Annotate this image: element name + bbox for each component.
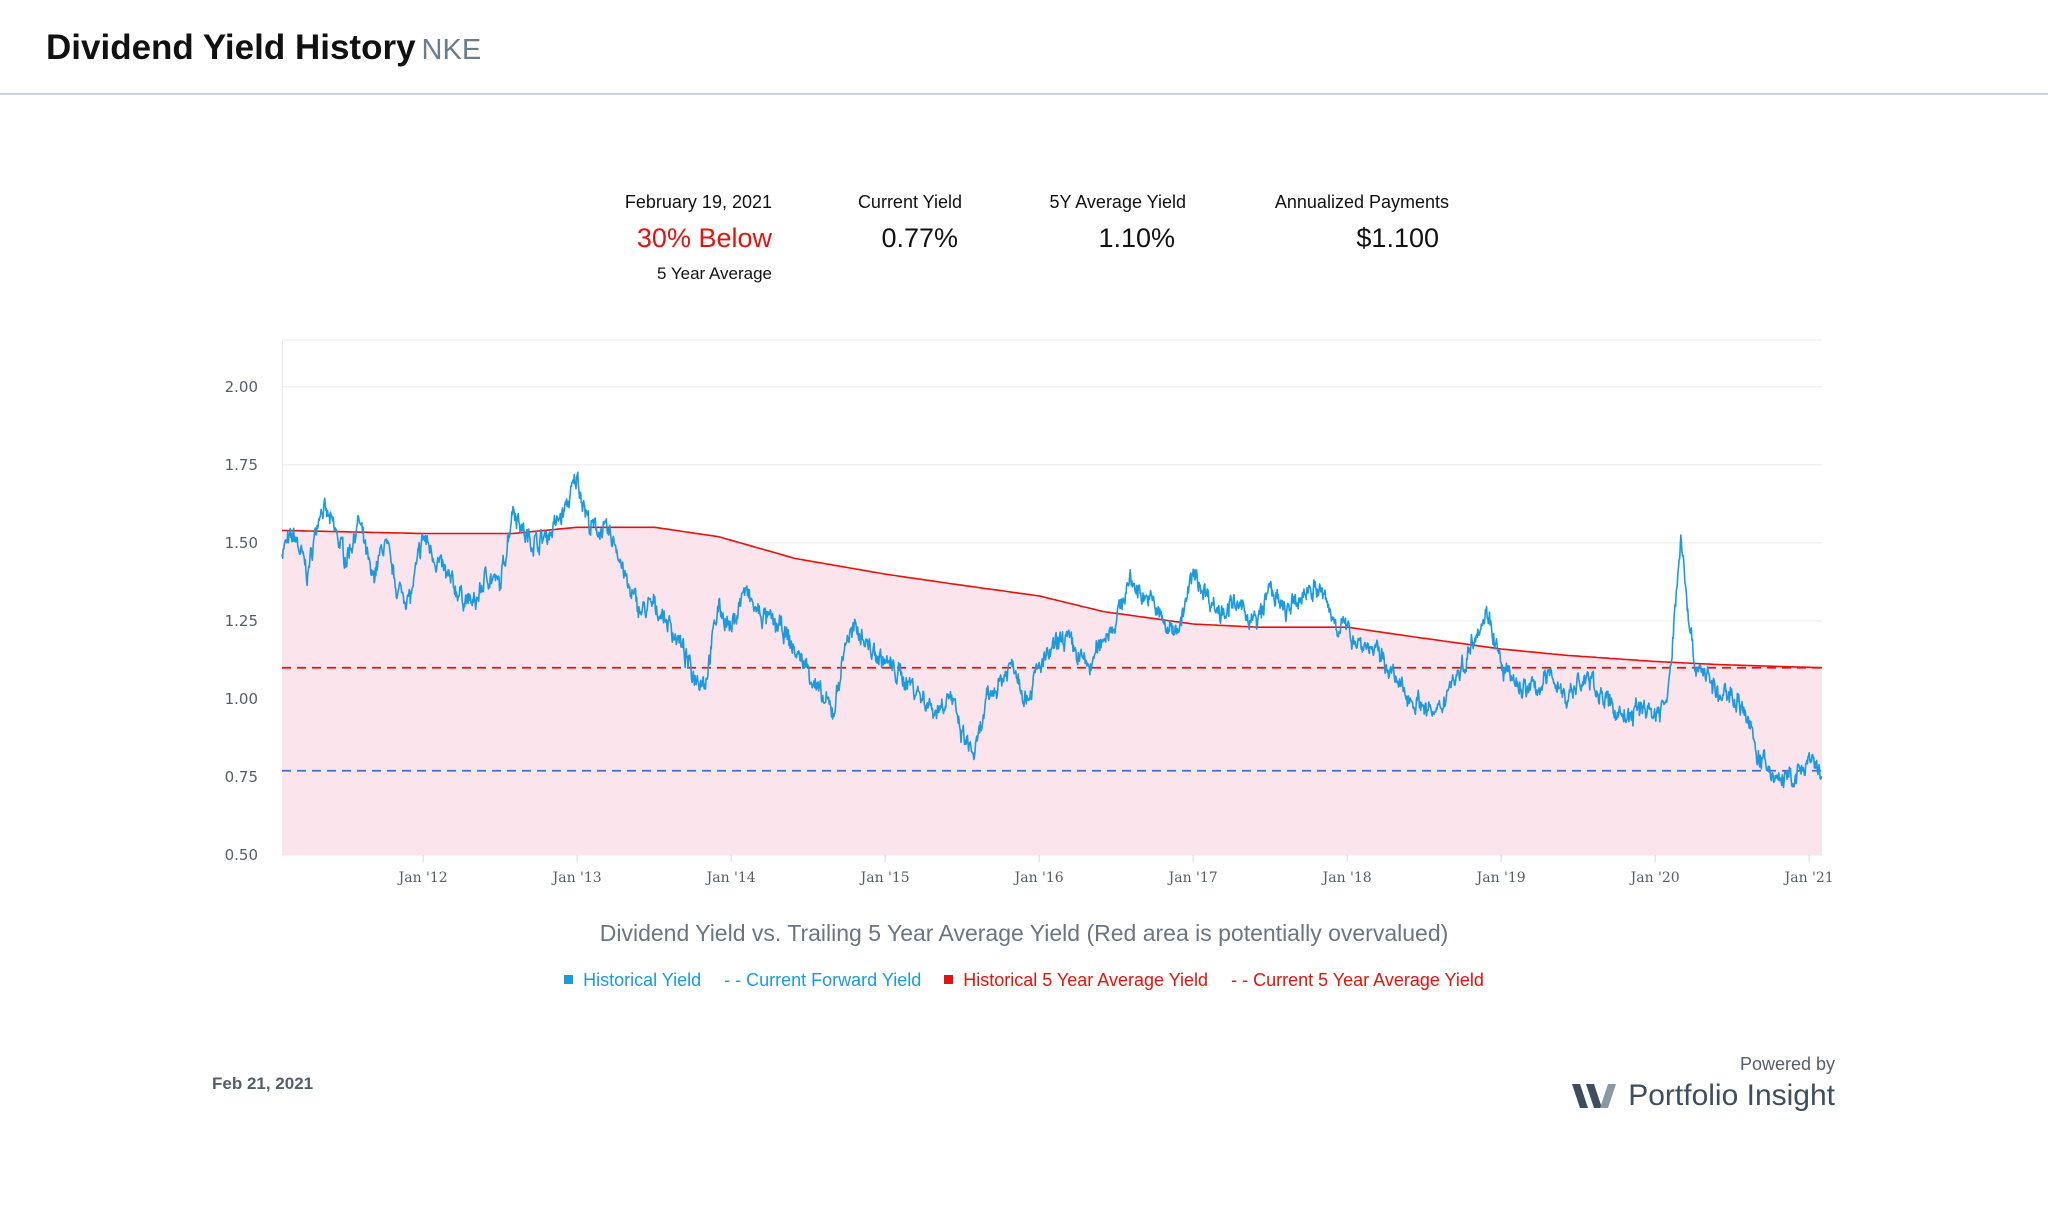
x-tick-label: Jan '15: [859, 870, 910, 886]
x-tick-label: Jan '17: [1167, 870, 1218, 886]
chart-legend: Historical Yield - - Current Forward Yie…: [0, 970, 2048, 991]
yield-chart: 0.500.751.001.251.501.752.00 Jan '12 Jan …: [225, 339, 1834, 886]
y-tick-label: 1.50: [225, 534, 258, 552]
x-tick-label: Jan '21: [1783, 870, 1834, 886]
legend-marker-historical-average: [944, 975, 954, 984]
brand-name: Portfolio Insight: [1628, 1079, 1835, 1112]
stat-current-yield-value: 0.77%: [881, 223, 958, 253]
y-tick-label: 0.75: [225, 768, 258, 786]
historical-yield-line: [281, 471, 1823, 789]
y-tick-label: 2.00: [225, 378, 258, 396]
y-tick-label: 1.25: [225, 612, 258, 630]
legend-item-historical-yield[interactable]: Historical Yield: [564, 970, 701, 991]
ticker-symbol: NKE: [421, 34, 482, 66]
page-title: Dividend Yield History NKE: [46, 28, 481, 68]
stat-payments-value: $1.100: [1356, 223, 1439, 253]
footer-date: Feb 21, 2021: [212, 1074, 314, 1093]
stat-valuation-value: 30% Below: [636, 223, 772, 253]
x-tick-label: Jan '12: [397, 870, 448, 886]
legend-label-historical-average: Historical 5 Year Average Yield: [963, 970, 1209, 990]
historical-average-yield-line: [281, 526, 1823, 669]
x-tick-label: Jan '20: [1629, 870, 1680, 886]
portfolio-insight-logo-icon: [1572, 1084, 1617, 1108]
y-axis-labels: 0.50 0.75 1.00 1.25 1.50 1.75 2.00: [225, 378, 258, 864]
legend-item-current-forward-yield[interactable]: - - Current Forward Yield: [724, 970, 921, 991]
y-tick-label: 1.00: [225, 690, 258, 708]
powered-by-label: Powered by: [1739, 1054, 1835, 1074]
x-tick-label: Jan '16: [1013, 870, 1064, 886]
legend-label-historical-yield: Historical Yield: [583, 970, 702, 990]
stat-current-yield: Current Yield 0.77%: [858, 192, 962, 254]
stat-average-yield-label: 5Y Average Yield: [1049, 192, 1186, 212]
stat-current-yield-label: Current Yield: [857, 192, 962, 212]
legend-label-current-average: - - Current 5 Year Average Yield: [1231, 970, 1484, 990]
legend-marker-historical-yield: [564, 975, 574, 984]
chart-caption: Dividend Yield vs. Trailing 5 Year Avera…: [599, 920, 1449, 946]
x-axis-labels: Jan '12 Jan '13 Jan '14 Jan '15 Jan '16 Jan '…: [397, 870, 1834, 886]
legend-label-current-forward-yield: - - Current Forward Yield: [724, 970, 922, 990]
x-tick-label: Jan '18: [1321, 870, 1372, 886]
page-header: Dividend Yield History NKE: [0, 0, 2048, 95]
stat-average-yield: 5Y Average Yield 1.10%: [1050, 192, 1186, 254]
legend-item-historical-average[interactable]: Historical 5 Year Average Yield: [944, 970, 1208, 991]
overvalued-area: [282, 527, 1822, 855]
stat-payments-label: Annualized Payments: [1274, 192, 1449, 212]
stat-annualized-payments: Annualized Payments $1.100: [1275, 192, 1449, 254]
stat-average-yield-value: 1.10%: [1098, 223, 1175, 253]
series-layer: [281, 471, 1823, 855]
title-text: Dividend Yield History: [46, 28, 416, 67]
y-tick-label: 1.75: [225, 456, 258, 474]
stat-valuation: February 19, 2021 30% Below 5 Year Avera…: [625, 192, 772, 284]
x-tick-label: Jan '19: [1475, 870, 1526, 886]
x-tick-label: Jan '13: [551, 870, 602, 886]
brand-link[interactable]: Portfolio Insight: [1572, 1076, 1835, 1116]
y-tick-label: 0.50: [225, 846, 258, 864]
stat-valuation-sub: 5 Year Average: [656, 264, 772, 283]
stat-date-label: February 19, 2021: [624, 192, 772, 212]
x-tick-label: Jan '14: [705, 870, 756, 886]
legend-item-current-average[interactable]: - - Current 5 Year Average Yield: [1231, 970, 1484, 991]
